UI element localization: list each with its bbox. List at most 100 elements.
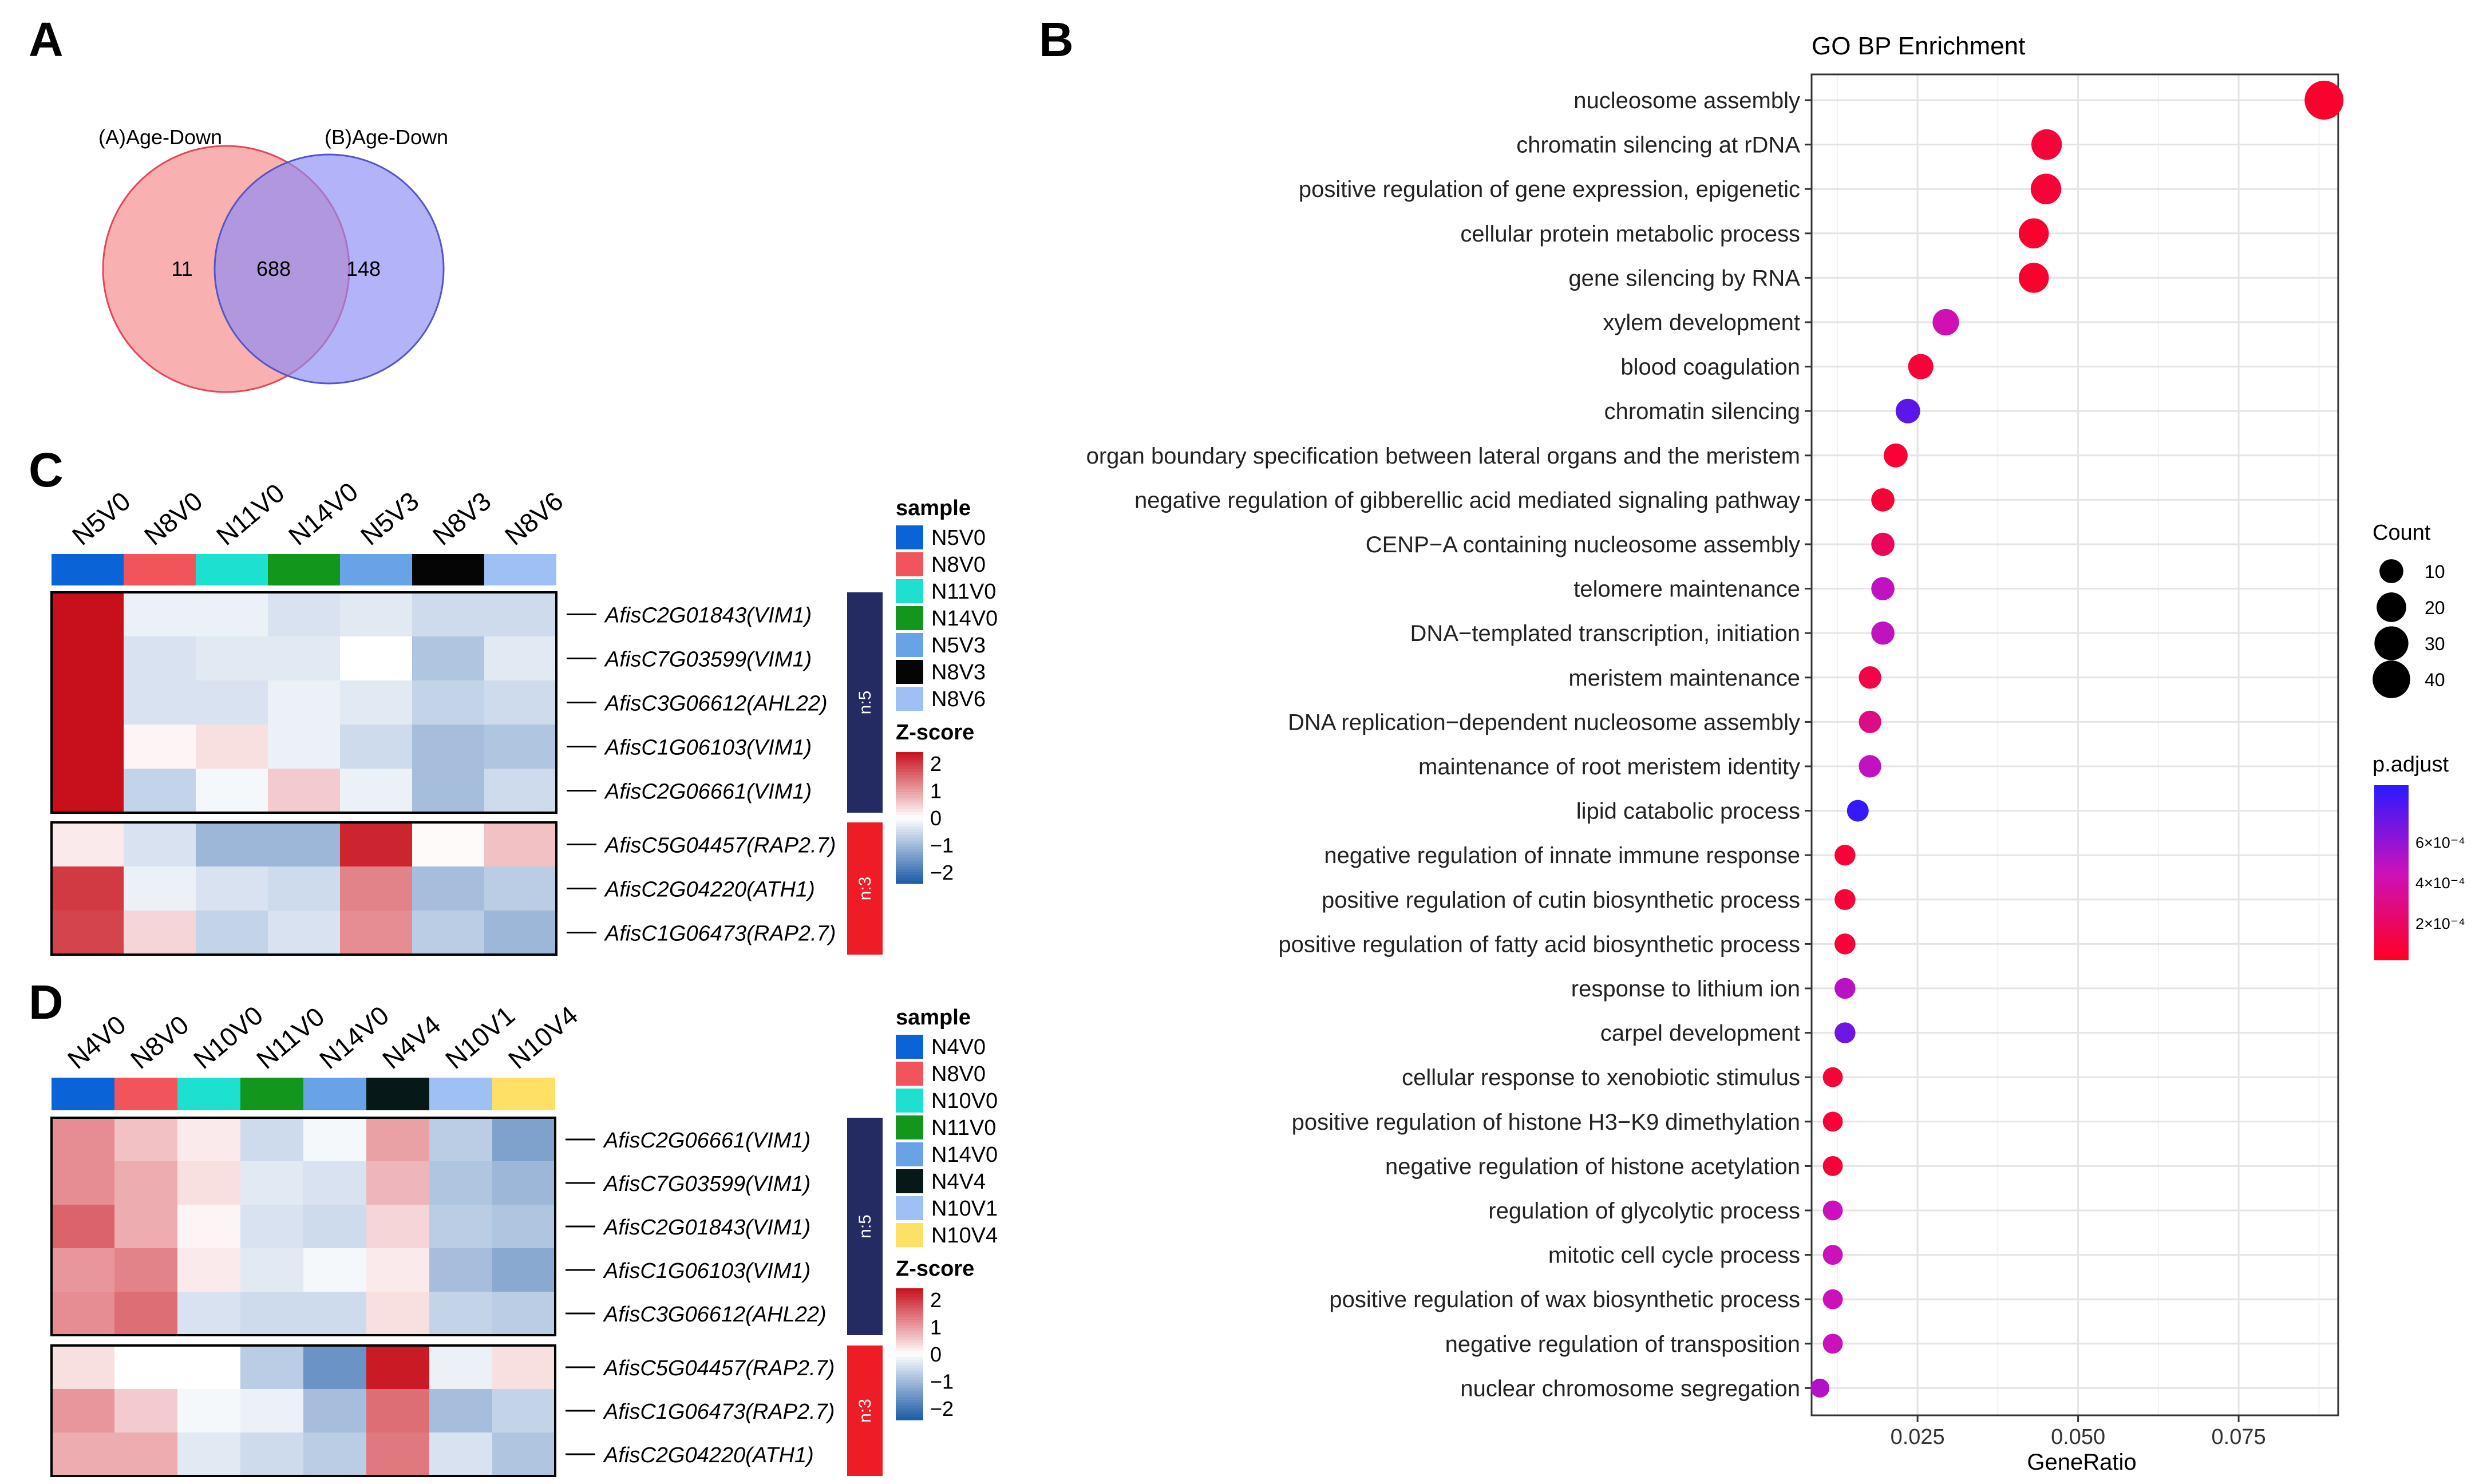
- z-gradient-segment: [896, 1363, 923, 1366]
- padj-gradient-segment: [2374, 811, 2409, 815]
- z-gradient-segment: [896, 818, 923, 821]
- heatmap-cell: [484, 866, 556, 911]
- heatmap-cell: [429, 1248, 492, 1292]
- z-gradient-segment: [896, 1314, 923, 1317]
- legend-z-title: Z-score: [896, 721, 974, 745]
- z-gradient-segment: [896, 786, 923, 790]
- sample-annotation-cell: [340, 554, 412, 585]
- padj-gradient-segment: [2374, 866, 2409, 870]
- heatmap-cell: [303, 1346, 366, 1389]
- heatmap-cell: [366, 1248, 429, 1292]
- panel-letter-a: A: [29, 13, 64, 66]
- sample-annotation-cell: [429, 1078, 492, 1110]
- heatmap-cell: [177, 1161, 240, 1205]
- padj-gradient-segment: [2374, 805, 2409, 809]
- heatmap-cell: [240, 1346, 303, 1389]
- block-border: [50, 591, 558, 814]
- term-label: mitotic cell cycle process: [1548, 1243, 1800, 1268]
- block-border: [50, 1117, 556, 1336]
- z-gradient-segment: [896, 804, 923, 807]
- z-gradient-segment: [896, 806, 923, 810]
- z-gradient-segment: [896, 763, 923, 767]
- z-gradient-segment: [896, 826, 923, 830]
- z-tick-label: −1: [930, 834, 954, 857]
- venn-diagram: (A)Age-Down (B)Age-Down 11 688 148: [98, 125, 448, 393]
- sample-annotation-cell: [366, 1078, 429, 1110]
- padj-gradient-segment: [2374, 890, 2409, 893]
- panel-letter-d: D: [29, 975, 64, 1029]
- heatmap-cell: [52, 1432, 114, 1476]
- heatmap-cell: [366, 1161, 429, 1205]
- z-gradient-segment: [896, 1371, 923, 1375]
- padj-gradient-segment: [2374, 864, 2409, 867]
- heatmap-cell: [268, 822, 340, 866]
- row-label: AfisC2G04220(ATH1): [603, 1443, 814, 1467]
- column-label: N8V6: [499, 486, 569, 551]
- z-gradient-segment: [896, 1348, 923, 1352]
- term-label: DNA replication−dependent nucleosome ass…: [1288, 710, 1800, 735]
- padj-gradient-segment: [2374, 921, 2409, 925]
- heatmap-cell: [52, 1292, 114, 1335]
- padj-gradient-segment: [2374, 956, 2409, 960]
- column-label: N11V0: [251, 1002, 330, 1075]
- z-gradient-segment: [896, 1386, 923, 1389]
- heatmap-cell: [484, 911, 556, 955]
- dotplot-go-bp: GO BP Enrichment GeneRatio Count p.adjus…: [1086, 32, 2465, 1475]
- heatmap-cell: [114, 1432, 177, 1476]
- z-gradient-segment: [896, 1308, 923, 1312]
- padj-gradient-segment: [2374, 893, 2409, 896]
- heatmap-cell: [366, 1118, 429, 1161]
- heatmap-cell: [492, 1205, 555, 1248]
- column-label: N4V0: [62, 1010, 132, 1075]
- padj-gradient-segment: [2374, 907, 2409, 911]
- term-label: DNA−templated transcription, initiation: [1410, 621, 1800, 646]
- term-dot: [1822, 1200, 1843, 1221]
- padj-gradient-segment: [2374, 953, 2409, 957]
- heatmap-cell: [429, 1161, 492, 1205]
- padj-gradient-segment: [2374, 837, 2409, 841]
- legend-sample-title: sample: [896, 496, 971, 520]
- legend-sample-swatch: [896, 660, 923, 684]
- z-gradient-segment: [896, 781, 923, 784]
- z-gradient-segment: [896, 1351, 923, 1355]
- heatmap-cell: [366, 1292, 429, 1335]
- z-gradient-segment: [896, 1297, 923, 1300]
- z-tick-label: 2: [930, 752, 942, 775]
- column-label: N10V4: [503, 1000, 583, 1074]
- padj-gradient-segment: [2374, 829, 2409, 832]
- padj-gradient-segment: [2374, 800, 2409, 804]
- heatmap-cell: [268, 866, 340, 911]
- heatmap-cell: [492, 1389, 555, 1432]
- venn-label-a: (A)Age-Down: [98, 125, 222, 149]
- padj-gradient-segment: [2374, 899, 2409, 902]
- panel-letter-b: B: [1039, 13, 1074, 66]
- heatmap-cell: [303, 1389, 366, 1432]
- padj-gradient-segment: [2374, 817, 2409, 821]
- z-gradient-segment: [896, 824, 923, 827]
- legend-sample-label: N4V0: [931, 1035, 986, 1059]
- heatmap-cell: [177, 1205, 240, 1248]
- heatmap-cell: [177, 1346, 240, 1389]
- heatmap-cell: [114, 1389, 177, 1432]
- term-label: positive regulation of gene expression, …: [1299, 177, 1800, 202]
- z-gradient-segment: [896, 832, 923, 836]
- dotplot-panel-border: [1810, 73, 2339, 1416]
- z-tick-label: 0: [930, 1343, 942, 1366]
- heatmap-cell: [492, 1432, 555, 1476]
- heatmap-cell: [340, 911, 412, 955]
- term-label: positive regulation of histone H3−K9 dim…: [1292, 1110, 1800, 1135]
- z-gradient-segment: [896, 792, 923, 796]
- heatmap-cell: [429, 1432, 492, 1476]
- term-dot: [2031, 129, 2062, 160]
- heatmap-cell: [114, 1161, 177, 1205]
- heatmap-cell: [303, 1248, 366, 1292]
- legend-count-label: 40: [2425, 670, 2445, 690]
- term-dot: [1834, 1022, 1856, 1043]
- row-label: AfisC1G06473(RAP2.7): [603, 1400, 835, 1424]
- heatmap-cell: [340, 822, 412, 866]
- z-gradient-segment: [896, 1374, 923, 1378]
- heatmap-cell: [492, 1118, 555, 1161]
- z-gradient-segment: [896, 766, 923, 770]
- padj-gradient-segment: [2374, 951, 2409, 955]
